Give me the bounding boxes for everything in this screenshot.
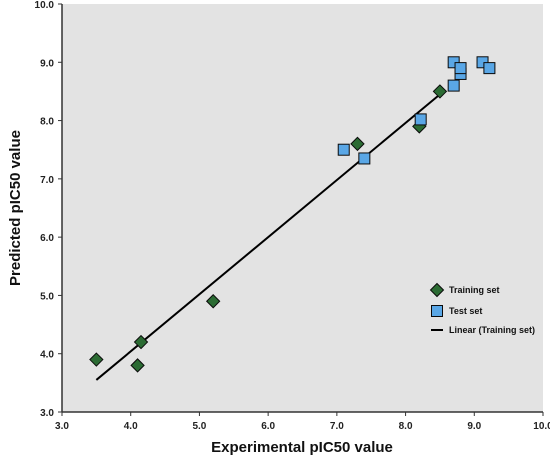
test-set-point <box>447 79 460 92</box>
x-tick-label: 7.0 <box>330 421 344 432</box>
legend: Training set Test set Linear (Training set… <box>429 282 535 335</box>
x-tick-label: 9.0 <box>467 421 481 432</box>
legend-square-swatch <box>431 305 443 317</box>
test-set-point <box>337 143 350 156</box>
y-tick-label: 7.0 <box>40 175 54 186</box>
y-tick-label: 5.0 <box>40 291 54 302</box>
x-tick-label: 5.0 <box>192 421 206 432</box>
legend-label: Linear (Training set) <box>449 325 535 335</box>
x-tick-label: 8.0 <box>399 421 413 432</box>
training-set-point <box>133 334 149 350</box>
y-axis-title: Predicted pIC50 value <box>7 130 24 286</box>
test-set-point <box>483 62 496 75</box>
y-tick-label: 10.0 <box>35 0 55 11</box>
legend-label: Test set <box>449 306 482 316</box>
y-tick-label: 8.0 <box>40 117 54 128</box>
legend-diamond-swatch <box>429 282 445 298</box>
x-axis-ticks: 3.0 4.0 5.0 6.0 7.0 8.0 9.0 10.0 <box>55 412 550 432</box>
y-tick-label: 3.0 <box>40 408 54 419</box>
training-set-point <box>205 294 221 309</box>
training-set-point <box>432 84 448 99</box>
x-tick-label: 3.0 <box>55 421 69 432</box>
x-tick-label: 4.0 <box>124 421 138 432</box>
y-axis-ticks: 3.0 4.0 5.0 6.0 7.0 8.0 9.0 10.0 <box>35 0 62 419</box>
x-tick-label: 10.0 <box>533 421 550 432</box>
y-tick-label: 9.0 <box>40 58 54 69</box>
training-set-point <box>89 352 104 367</box>
y-tick-label: 6.0 <box>40 233 54 244</box>
test-set-point <box>358 152 371 165</box>
training-set-point <box>350 136 365 152</box>
test-set-point <box>454 62 467 75</box>
legend-label: Training set <box>449 285 500 295</box>
training-set-point <box>130 358 145 373</box>
x-axis-title: Experimental pIC50 value <box>211 439 393 456</box>
y-tick-label: 4.0 <box>40 350 54 361</box>
data-marks <box>89 56 496 381</box>
linear-trendline <box>95 93 441 381</box>
x-tick-label: 6.0 <box>261 421 275 432</box>
test-set-point <box>414 113 427 126</box>
